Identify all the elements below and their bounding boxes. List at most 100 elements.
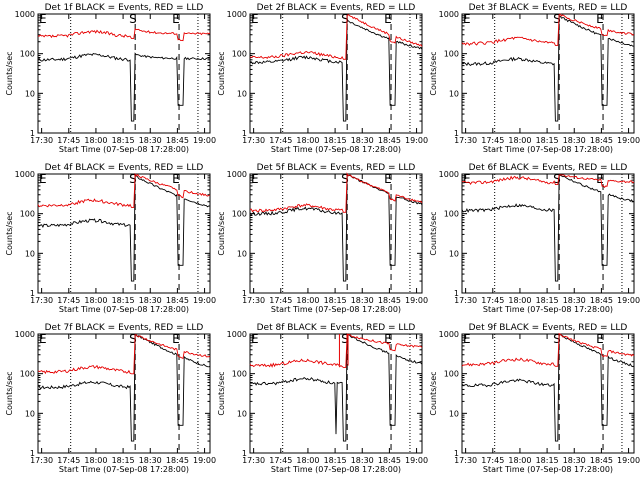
x-tick-label: 17:30: [30, 296, 53, 305]
y-axis-label: Counts/sec: [5, 211, 14, 255]
plot-frame: [461, 173, 635, 294]
chart-panel-4: Det 4f BLACK = Events, RED = LLD 1 10 100 10…: [5, 163, 216, 314]
y-tick-label: 1000: [227, 10, 247, 19]
end-marker-label: E: [172, 12, 180, 26]
top-left-marker-label: E: [463, 12, 471, 26]
end-marker-label: E: [596, 12, 604, 26]
x-tick-label: 18:30: [351, 136, 374, 145]
x-tick-label: 18:00: [508, 136, 531, 145]
y-tick-label: 10: [449, 249, 459, 258]
chart-title: Det 2f BLACK = Events, RED = LLD: [257, 3, 416, 13]
events-series-line: [249, 20, 423, 122]
chart-panel-6: Det 6f BLACK = Events, RED = LLD 1 10 100 10…: [429, 163, 640, 314]
events-series-line: [249, 332, 423, 442]
y-tick-label: 10: [25, 89, 35, 98]
plot-frame: [461, 333, 635, 454]
x-tick-label: 17:45: [269, 136, 292, 145]
x-tick-label: 17:30: [30, 456, 53, 465]
lld-series-line: [461, 174, 635, 189]
x-tick-label: 18:00: [84, 136, 107, 145]
x-axis-label: Start Time (07-Sep-08 17:28:00): [59, 465, 189, 474]
y-axis-label: Counts/sec: [217, 51, 226, 95]
x-tick-label: 19:00: [617, 136, 640, 145]
start-marker-label: S: [553, 172, 561, 186]
x-tick-label: 18:15: [536, 296, 559, 305]
y-axis-label: Counts/sec: [217, 211, 226, 255]
x-tick-label: 19:00: [405, 296, 428, 305]
x-tick-label: 17:30: [454, 296, 477, 305]
x-tick-label: 17:30: [30, 136, 53, 145]
chart-panel-8: Det 8f BLACK = Events, RED = LLD 1 10 100 10…: [217, 323, 428, 474]
start-marker-label: S: [553, 12, 561, 26]
lld-series-line: [37, 28, 211, 42]
y-tick-label: 100: [444, 210, 459, 219]
y-tick-label: 100: [20, 370, 35, 379]
x-tick-label: 18:15: [112, 456, 135, 465]
x-tick-label: 19:00: [405, 456, 428, 465]
y-tick-label: 10: [25, 249, 35, 258]
end-marker-label: E: [172, 172, 180, 186]
x-tick-label: 18:00: [296, 136, 319, 145]
x-tick-label: 18:30: [351, 456, 374, 465]
y-axis-label: Counts/sec: [429, 211, 438, 255]
x-tick-label: 18:30: [563, 136, 586, 145]
x-tick-label: 17:45: [57, 136, 80, 145]
x-tick-label: 19:00: [193, 136, 216, 145]
lld-series-line: [249, 14, 423, 60]
y-tick-label: 1000: [439, 330, 459, 339]
start-marker-label: S: [129, 172, 137, 186]
y-tick-label: 100: [20, 210, 35, 219]
y-tick-label: 10: [449, 89, 459, 98]
lld-series-line: [461, 13, 635, 46]
x-tick-label: 19:00: [617, 296, 640, 305]
y-tick-label: 1: [454, 129, 459, 138]
start-marker-label: S: [129, 332, 137, 346]
x-tick-label: 18:45: [166, 296, 189, 305]
y-tick-label: 1: [454, 289, 459, 298]
x-tick-label: 17:45: [269, 296, 292, 305]
y-tick-label: 1000: [15, 10, 35, 19]
chart-title: Det 3f BLACK = Events, RED = LLD: [469, 3, 628, 13]
x-tick-label: 17:45: [57, 456, 80, 465]
y-tick-label: 1000: [15, 170, 35, 179]
x-tick-label: 18:15: [536, 456, 559, 465]
x-tick-label: 18:15: [324, 136, 347, 145]
top-left-marker-label: E: [463, 332, 471, 346]
top-left-marker-label: E: [251, 332, 259, 346]
y-tick-label: 1: [242, 449, 247, 458]
end-marker-label: E: [384, 332, 392, 346]
y-tick-label: 100: [232, 210, 247, 219]
x-tick-label: 18:45: [166, 456, 189, 465]
lld-series-line: [249, 333, 423, 368]
top-left-marker-label: E: [39, 332, 47, 346]
plot-frame: [249, 13, 423, 134]
x-tick-label: 19:00: [405, 136, 428, 145]
x-tick-label: 17:45: [481, 136, 504, 145]
x-tick-label: 18:15: [324, 456, 347, 465]
plot-frame: [37, 173, 211, 294]
end-marker-label: E: [384, 12, 392, 26]
x-tick-label: 18:30: [563, 456, 586, 465]
y-axis-label: Counts/sec: [5, 51, 14, 95]
start-marker-label: S: [341, 332, 349, 346]
x-tick-label: 17:30: [454, 456, 477, 465]
events-series-line: [37, 333, 211, 442]
y-tick-label: 10: [25, 409, 35, 418]
lld-series-line: [37, 172, 211, 208]
x-tick-label: 17:45: [57, 296, 80, 305]
chart-title: Det 7f BLACK = Events, RED = LLD: [45, 323, 204, 333]
events-series-line: [249, 174, 423, 282]
y-tick-label: 100: [232, 370, 247, 379]
start-marker-label: S: [553, 332, 561, 346]
y-tick-label: 1000: [15, 330, 35, 339]
x-tick-label: 19:00: [193, 456, 216, 465]
y-tick-label: 1: [30, 129, 35, 138]
start-marker-label: S: [129, 12, 137, 26]
x-tick-label: 18:00: [84, 456, 107, 465]
chart-panel-9: Det 9f BLACK = Events, RED = LLD 1 10 100 10…: [429, 323, 640, 474]
x-tick-label: 18:30: [139, 136, 162, 145]
chart-title: Det 4f BLACK = Events, RED = LLD: [45, 163, 204, 173]
x-tick-label: 18:00: [296, 296, 319, 305]
x-tick-label: 18:45: [590, 136, 613, 145]
y-tick-label: 1: [30, 449, 35, 458]
